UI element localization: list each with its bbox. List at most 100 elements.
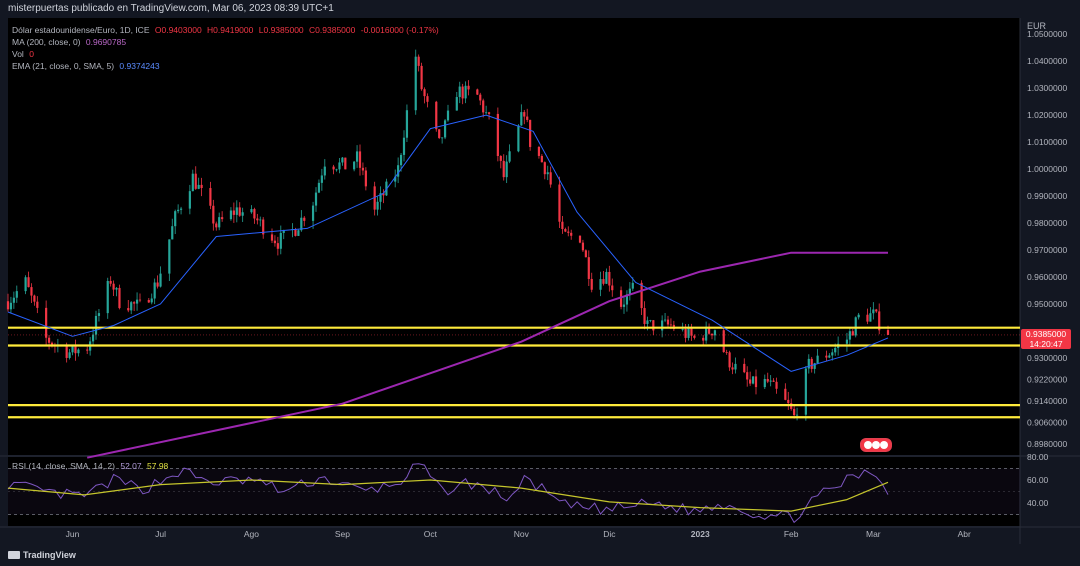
candle-body (332, 166, 335, 170)
legend-high: H0.9419000 (207, 25, 254, 35)
candle-body (652, 320, 655, 331)
candle-body (713, 330, 717, 336)
candle-body (766, 379, 769, 382)
candle-body (496, 113, 499, 157)
candle-body (179, 208, 183, 210)
candle-body (734, 363, 737, 370)
candle-body (567, 231, 570, 233)
candle-body (303, 217, 306, 221)
candle-body (549, 172, 552, 185)
main-pane (8, 18, 1020, 455)
candle-body (831, 352, 834, 356)
candle-body (687, 328, 690, 338)
price-tick-label: 0.9500000 (1027, 299, 1067, 309)
candle-body (731, 367, 734, 370)
candle-body (209, 188, 212, 206)
candle-body (317, 182, 321, 193)
candle-body (693, 335, 696, 338)
candle-body (848, 331, 851, 340)
candle-body (259, 219, 262, 221)
header-bar: misterpuertas publicado en TradingView.c… (0, 0, 1080, 18)
price-tick-label: 1.0500000 (1027, 29, 1067, 39)
rsi-line (7, 463, 889, 524)
candle-body (256, 218, 259, 221)
candle-body (599, 279, 602, 290)
candle-body (499, 156, 502, 161)
candle-body (561, 221, 564, 230)
candle-body (479, 94, 482, 101)
candle-body (543, 162, 546, 175)
candle-body (379, 193, 382, 202)
rsi-legend-value: 52.07 (120, 461, 142, 471)
candle-body (834, 347, 837, 353)
candle-body (455, 97, 458, 111)
candle-body (253, 209, 256, 219)
candle-body (845, 339, 849, 344)
candle-body (27, 277, 30, 288)
legend-change: -0.0016000 (-0.17%) (360, 25, 439, 35)
candle-body (485, 112, 488, 114)
legend-ema-label: EMA (21, close, 0, SMA, 5) (12, 61, 115, 71)
candle-body (47, 337, 51, 343)
candle-body (681, 328, 684, 330)
candle-body (353, 161, 356, 170)
time-tick-label: Sep (335, 529, 350, 539)
candle-body (94, 315, 98, 335)
candle-body (857, 314, 860, 318)
events-flag-icon[interactable] (860, 438, 892, 452)
candle-body (587, 257, 590, 279)
candle-body (417, 56, 420, 66)
candle-body (77, 349, 80, 354)
candle-body (74, 344, 77, 354)
rsi-tick-label: 60.00 (1027, 475, 1049, 485)
candle-body (710, 333, 714, 336)
candle-body (174, 211, 177, 227)
candle-body (749, 379, 752, 384)
candle-body (250, 209, 253, 213)
candle-body (482, 100, 485, 113)
candle-body (520, 112, 523, 126)
candle-body (50, 342, 54, 346)
candle-body (294, 229, 297, 236)
time-tick-label: Jul (155, 529, 166, 539)
candle-body (702, 337, 705, 341)
time-tick-label: Nov (514, 529, 530, 539)
candle-body (133, 302, 136, 304)
candle-body (769, 380, 772, 382)
candle-body (361, 167, 365, 171)
candle-body (320, 175, 323, 183)
candle-body (86, 349, 89, 351)
candle-body (171, 226, 174, 240)
candle-body (197, 184, 200, 189)
time-tick-label: 2023 (691, 529, 710, 539)
candle-body (526, 116, 529, 120)
price-tick-label: 0.9800000 (1027, 218, 1067, 228)
candle-body (355, 151, 359, 162)
candle-body (690, 328, 693, 336)
candle-body (517, 125, 520, 152)
price-tick-label: 0.9060000 (1027, 418, 1067, 428)
rsi-sma-line (7, 479, 889, 512)
candle-body (505, 161, 508, 178)
legend-vol-value: 0 (29, 49, 34, 59)
legend-vol-row: Vol 0 (12, 48, 439, 60)
candle-body (341, 157, 344, 163)
price-tick-label: 1.0100000 (1027, 137, 1067, 147)
candle-body (807, 358, 810, 369)
candle-body (441, 137, 444, 139)
candle-body (279, 232, 282, 249)
candle-body (646, 320, 649, 324)
candle-body (590, 278, 593, 290)
time-tick-label: Jun (66, 529, 80, 539)
candle-body (443, 120, 447, 138)
candle-body (338, 162, 341, 170)
candle-body (405, 110, 409, 138)
candle-body (669, 324, 673, 326)
candle-body (581, 242, 585, 251)
legend-open: O0.9403000 (154, 25, 202, 35)
candle-body (426, 96, 429, 102)
rsi-legend-sma-value: 57.98 (147, 461, 169, 471)
candle-body (115, 287, 118, 290)
candle-body (537, 146, 541, 156)
